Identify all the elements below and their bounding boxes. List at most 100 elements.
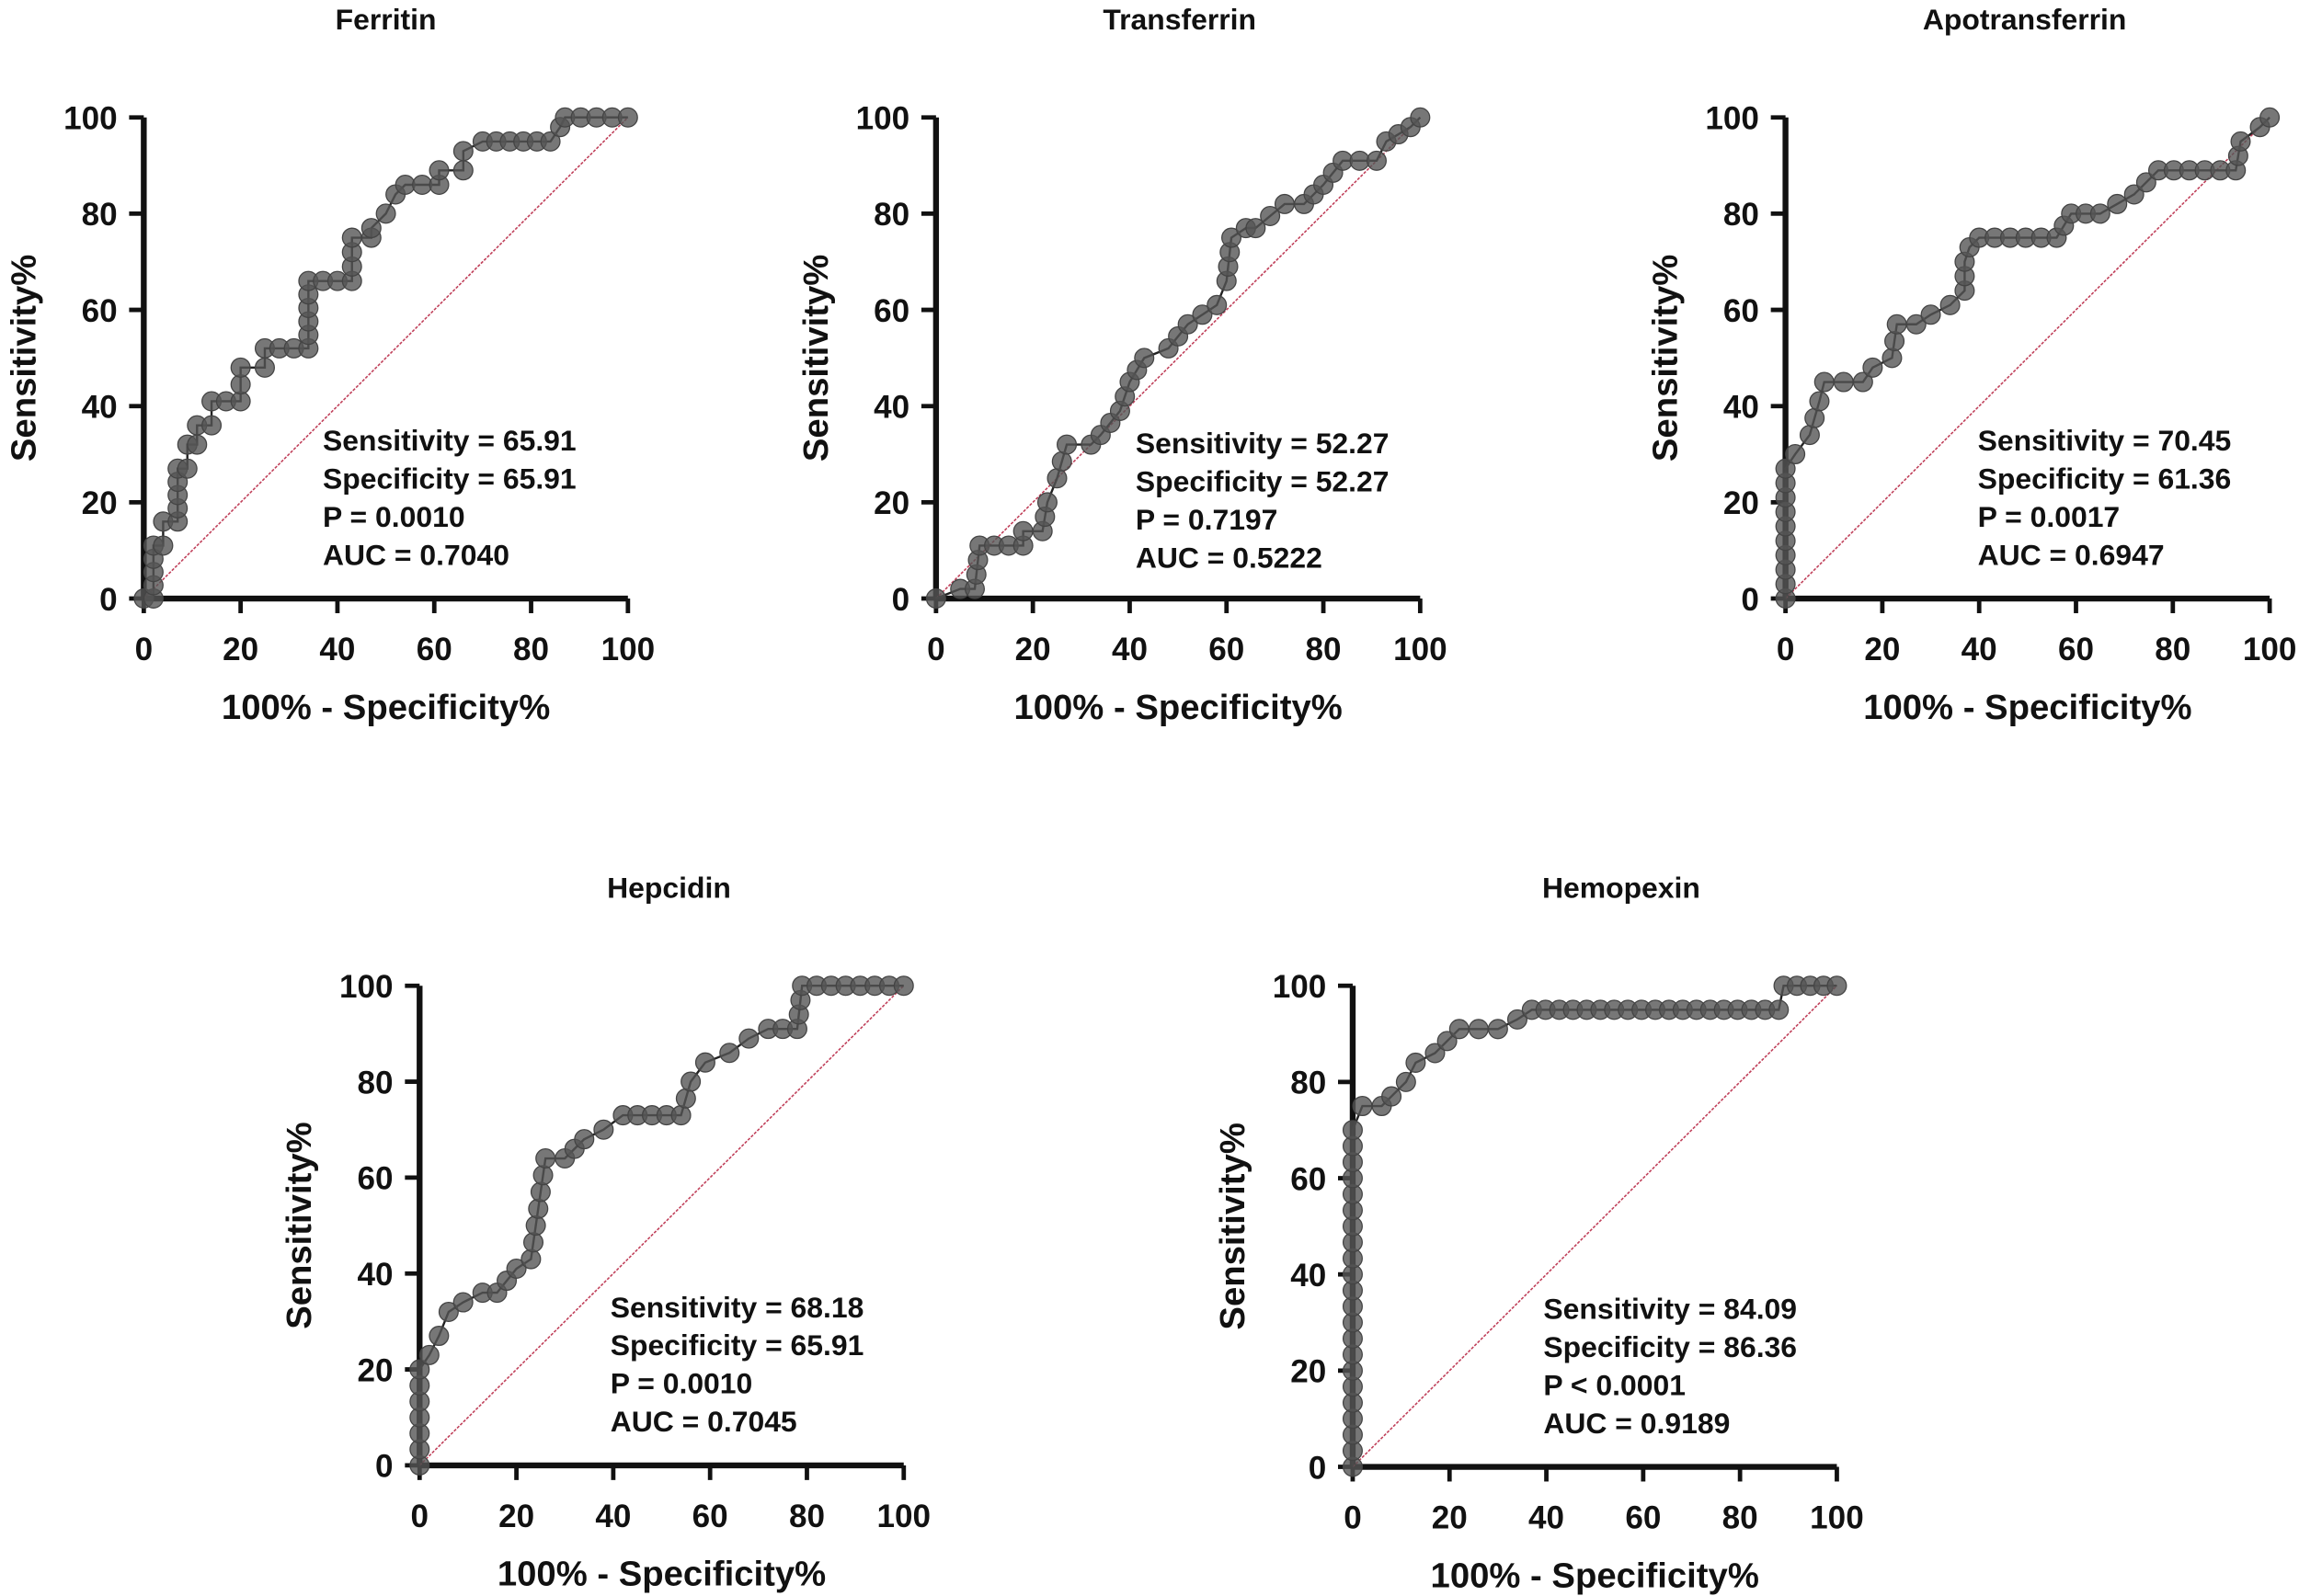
roc-point (177, 458, 198, 479)
roc-point (1260, 205, 1281, 227)
x-tick-label: 60 (417, 632, 452, 667)
x-tick-label: 60 (1208, 632, 1244, 667)
roc-point (2089, 203, 2110, 224)
stats-annotation: Specificity = 86.36 (1543, 1330, 1797, 1363)
x-tick-label: 100 (1393, 632, 1447, 667)
x-tick-label: 100 (2243, 632, 2297, 667)
x-axis-label: 100% - Specificity% (1863, 688, 2191, 727)
stats-annotation: Specificity = 52.27 (1136, 465, 1390, 498)
y-tick-label: 40 (1290, 1258, 1326, 1294)
y-tick-label: 80 (358, 1065, 394, 1100)
reference-line (1352, 985, 1838, 1468)
x-axis-label: 100% - Specificity% (1013, 688, 1342, 727)
roc-point (2123, 184, 2145, 205)
x-tick-label: 100 (1810, 1500, 1864, 1536)
roc-point (1506, 1009, 1527, 1030)
x-tick-label: 80 (1722, 1500, 1758, 1536)
roc-point (1047, 468, 1068, 489)
roc-point (409, 1359, 430, 1380)
stats-annotation: Sensitivity = 68.18 (611, 1291, 864, 1324)
roc-point (1809, 391, 1830, 412)
roc-panel-hemopexin: Hemopexin 0 20 40 60 80 100 0 20 40 60 80 100 100% - … (1213, 871, 1864, 1595)
roc-point (375, 203, 396, 224)
x-tick-label: 40 (1962, 632, 1997, 667)
x-tick-label: 100 (877, 1499, 932, 1534)
roc-panel-apotransferrin: Apotransferrin 0 20 40 60 80 100 0 20 40 60 80 100 10… (1646, 3, 2297, 727)
roc-point (1012, 520, 1034, 542)
roc-point (418, 1344, 440, 1365)
roc-point (452, 1292, 474, 1313)
roc-point (925, 588, 946, 610)
roc-point (1333, 150, 1354, 171)
y-tick-label: 40 (874, 389, 909, 425)
x-tick-label: 0 (1344, 1500, 1362, 1536)
y-tick-label: 20 (82, 485, 118, 521)
y-axis-label: Sensitivity% (280, 1122, 319, 1328)
y-tick-label: 0 (1309, 1450, 1327, 1486)
roc-point (694, 1052, 715, 1073)
y-tick-label: 40 (1723, 389, 1759, 425)
stats-annotation: AUC = 0.6947 (1978, 538, 2165, 571)
roc-point (1274, 193, 1295, 214)
x-tick-label: 40 (1528, 1500, 1564, 1536)
roc-point (1804, 407, 1825, 428)
stats-annotation: P = 0.0017 (1978, 500, 2121, 533)
roc-point (1395, 1071, 1416, 1092)
stats-annotation: Sensitivity = 70.45 (1978, 424, 2232, 457)
roc-point (893, 975, 914, 997)
roc-point (681, 1071, 702, 1092)
roc-point (341, 227, 362, 248)
roc-point (506, 1259, 527, 1280)
stats-annotation: AUC = 0.5222 (1136, 542, 1322, 575)
roc-point (201, 415, 223, 436)
roc-point (675, 1088, 696, 1109)
roc-point (412, 174, 433, 196)
roc-point (523, 1232, 544, 1253)
roc-point (1768, 999, 1790, 1020)
stats-annotation: AUC = 0.7040 (323, 538, 509, 571)
x-tick-label: 0 (135, 632, 154, 667)
stats-annotation: AUC = 0.9189 (1543, 1407, 1730, 1440)
roc-point (1057, 434, 1078, 455)
y-tick-label: 20 (874, 485, 909, 521)
roc-point (230, 391, 251, 412)
roc-point (1192, 304, 1213, 325)
x-tick-label: 100 (601, 632, 656, 667)
roc-point (2135, 172, 2156, 193)
x-axis-label: 100% - Specificity% (498, 1555, 826, 1594)
stats-annotation: P = 0.0010 (323, 500, 465, 533)
roc-point (1939, 294, 1961, 315)
reference-line (935, 117, 1421, 599)
roc-point (719, 1043, 740, 1064)
stats-annotation: Specificity = 65.91 (611, 1328, 864, 1362)
x-tick-label: 80 (513, 632, 549, 667)
roc-point (438, 1301, 459, 1322)
x-tick-label: 0 (411, 1499, 429, 1534)
roc-point (1862, 357, 1883, 378)
stats-annotation: Sensitivity = 52.27 (1136, 427, 1390, 460)
y-tick-label: 20 (1723, 485, 1759, 521)
stats-annotation: P < 0.0001 (1543, 1368, 1686, 1401)
roc-point (593, 1119, 614, 1140)
roc-point (1813, 371, 1835, 393)
roc-point (1349, 150, 1370, 171)
y-tick-label: 100 (1705, 100, 1759, 136)
roc-point (1381, 1086, 1402, 1107)
roc-point (452, 141, 474, 162)
reference-line (1785, 117, 2270, 599)
y-tick-label: 100 (856, 100, 910, 136)
roc-point (452, 160, 474, 181)
roc-point (617, 107, 638, 128)
stats-annotation: Sensitivity = 84.09 (1543, 1292, 1797, 1325)
stats-annotation: AUC = 0.7045 (611, 1405, 797, 1438)
y-tick-label: 0 (99, 582, 118, 618)
roc-point (2259, 107, 2281, 128)
roc-point (1366, 150, 1387, 171)
x-tick-label: 20 (498, 1499, 534, 1534)
roc-point (1036, 492, 1058, 513)
roc-point (1852, 371, 1873, 393)
roc-point (532, 1165, 554, 1186)
x-tick-label: 80 (789, 1499, 825, 1534)
roc-point (1775, 458, 1796, 479)
x-tick-label: 20 (1432, 1500, 1468, 1536)
